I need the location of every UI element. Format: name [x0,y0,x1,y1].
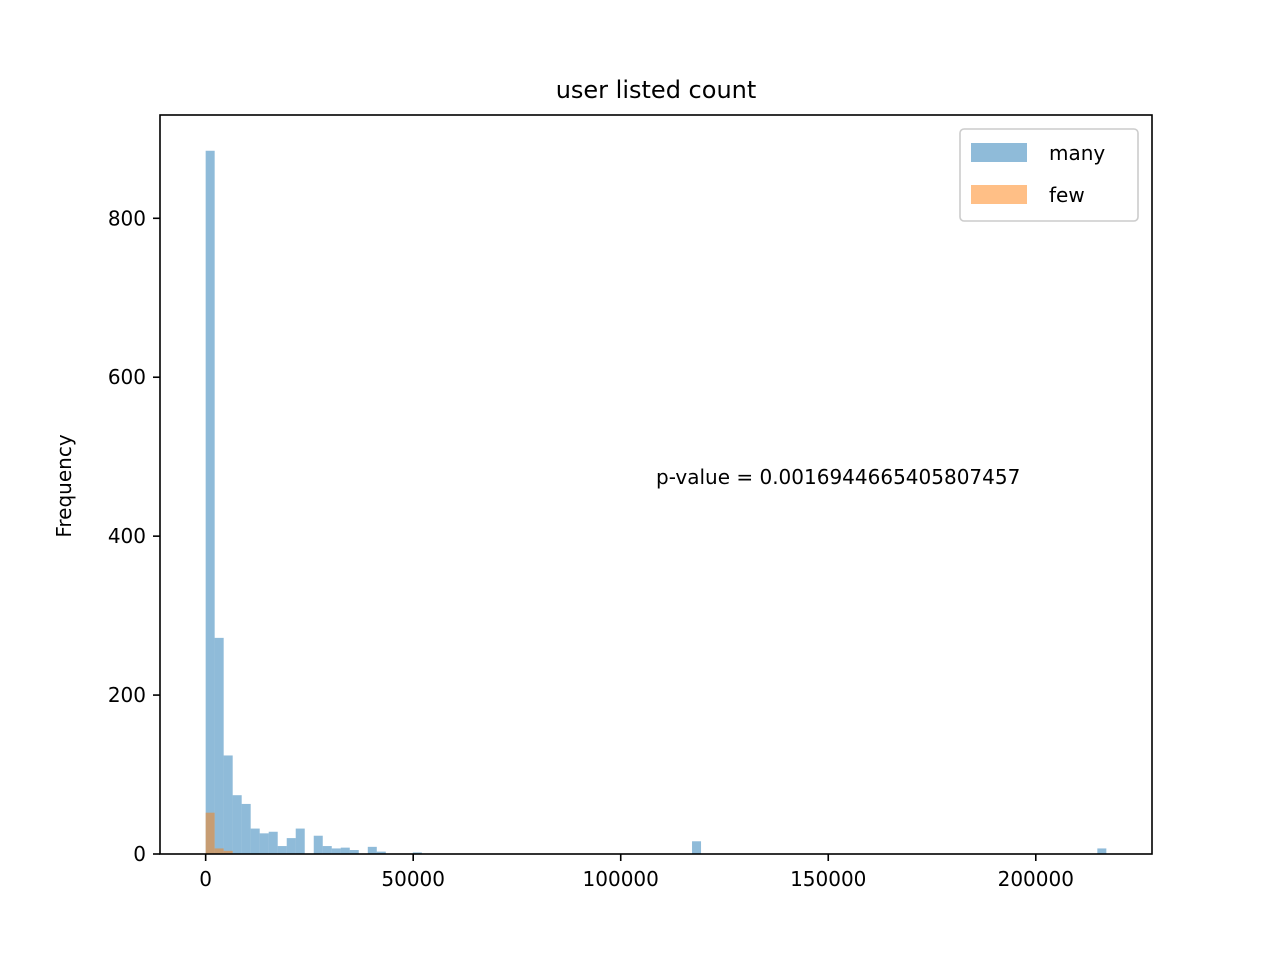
bars-layer [205,150,1107,855]
bar-many-5 [250,828,260,854]
legend: many few [959,128,1139,222]
bar-many-15 [340,847,350,854]
bar-many-19 [376,851,386,854]
legend-label-few: few [1049,183,1085,207]
y-tick-label: 400 [108,524,146,548]
bar-many-13 [322,846,332,854]
chart-title: user listed count [556,76,757,104]
bar-many-14 [331,848,341,854]
bar-many-18 [367,846,377,854]
bar-many-54 [692,841,702,854]
bar-many-1 [214,637,224,854]
bar-many-6 [259,833,269,854]
bar-few-0 [205,812,215,854]
legend-swatch-few [971,185,1027,204]
bar-many-4 [241,803,251,854]
bar-many-2 [223,755,233,854]
bar-many-9 [286,838,296,854]
y-tick-label: 0 [133,842,146,866]
y-tick-label: 200 [108,683,146,707]
bar-many-8 [277,846,287,854]
x-tick-label: 0 [199,867,212,891]
bar-many-12 [313,835,323,854]
bar-many-16 [349,850,359,854]
plot-area-frame [159,114,1153,855]
y-axis-label: Frequency [52,434,76,537]
y-tick-label: 600 [108,365,146,389]
bar-many-99 [1097,848,1107,854]
x-tick-label: 200000 [998,867,1074,891]
p-value-annotation: p-value = 0.0016944665405807457 [656,465,1020,489]
bar-many-3 [232,795,242,854]
x-tick-label: 150000 [790,867,866,891]
legend-swatch-many [971,143,1027,162]
bar-many-0 [205,150,215,855]
x-tick-label: 100000 [583,867,659,891]
bar-few-2 [223,850,233,854]
series-few [205,812,233,854]
legend-label-many: many [1049,141,1105,165]
bar-many-10 [295,828,305,854]
x-tick-label: 50000 [381,867,445,891]
ticks-layer: 0 50000 100000 150000 200000 0 200 400 600 800 [108,206,1074,891]
bar-few-1 [214,848,224,854]
series-many [205,150,1107,855]
bar-many-7 [268,831,278,854]
y-tick-label: 800 [108,206,146,230]
